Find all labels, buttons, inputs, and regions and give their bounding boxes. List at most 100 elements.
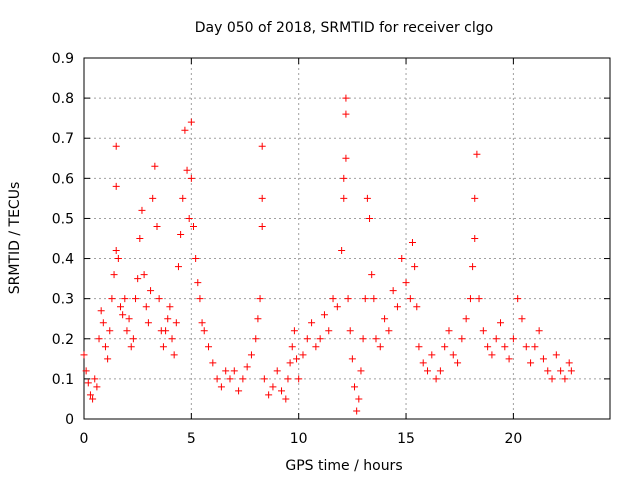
data-point (252, 335, 260, 343)
data-point (159, 343, 167, 351)
data-point (164, 315, 172, 323)
data-point (247, 351, 255, 359)
data-point (269, 383, 277, 391)
data-point (473, 150, 481, 158)
data-point (230, 367, 238, 375)
y-tick-label: 0.9 (52, 51, 74, 67)
data-point (342, 110, 350, 118)
data-point (256, 295, 264, 303)
data-point (567, 367, 575, 375)
data-point (514, 295, 522, 303)
data-point (351, 383, 359, 391)
data-point (522, 343, 530, 351)
data-point (149, 194, 157, 202)
data-point (398, 255, 406, 263)
data-point (361, 295, 369, 303)
data-point (385, 327, 393, 335)
data-point (454, 359, 462, 367)
data-point (198, 319, 206, 327)
x-axis-label: GPS time / hours (285, 458, 402, 474)
data-point (411, 263, 419, 271)
data-point (205, 343, 213, 351)
x-tick-label: 10 (290, 431, 308, 447)
y-tick-label: 0.7 (52, 131, 74, 147)
y-tick-label: 0.5 (52, 211, 74, 227)
data-point (168, 335, 176, 343)
data-point (147, 287, 155, 295)
data-point (226, 375, 234, 383)
data-point (458, 335, 466, 343)
data-point (93, 383, 101, 391)
data-point (106, 327, 114, 335)
data-point (366, 214, 374, 222)
data-point (185, 214, 193, 222)
data-point (134, 275, 142, 283)
data-point (177, 230, 185, 238)
plot-area-frame (83, 57, 611, 420)
data-point (108, 295, 116, 303)
data-point (80, 351, 88, 359)
y-tick-label: 0.1 (52, 372, 74, 388)
data-point (284, 375, 292, 383)
x-tick-label: 5 (187, 431, 196, 447)
data-point (320, 311, 328, 319)
data-point (415, 343, 423, 351)
data-point (101, 343, 109, 351)
data-point (518, 315, 526, 323)
data-point (112, 142, 120, 150)
data-point (471, 194, 479, 202)
data-point (413, 303, 421, 311)
data-point (376, 343, 384, 351)
data-point (213, 375, 221, 383)
data-point (129, 335, 137, 343)
data-point (239, 375, 247, 383)
y-axis-label: SRMTID / TECUs (7, 182, 23, 295)
data-point (97, 307, 105, 315)
data-point (200, 327, 208, 335)
data-point (312, 343, 320, 351)
data-point (258, 222, 266, 230)
data-point (408, 239, 416, 247)
data-point (116, 303, 124, 311)
data-point (254, 315, 262, 323)
data-point (288, 343, 296, 351)
data-point (144, 319, 152, 327)
y-tick-label: 0.8 (52, 91, 74, 107)
chart-title: Day 050 of 2018, SRMTID for receiver clg… (195, 20, 493, 36)
data-point (162, 327, 170, 335)
data-point (359, 335, 367, 343)
data-point (155, 295, 163, 303)
data-point (497, 319, 505, 327)
data-point (179, 194, 187, 202)
x-tick-label: 0 (80, 431, 89, 447)
data-point (492, 335, 500, 343)
data-point (112, 182, 120, 190)
data-point (290, 327, 298, 335)
data-point (527, 359, 535, 367)
data-point (222, 367, 230, 375)
y-tick-label: 0.6 (52, 171, 74, 187)
x-tick-label: 15 (397, 431, 415, 447)
data-point (484, 343, 492, 351)
data-point (462, 315, 470, 323)
data-point (125, 315, 133, 323)
data-point (346, 327, 354, 335)
data-point (419, 359, 427, 367)
data-point (363, 194, 371, 202)
data-point (424, 367, 432, 375)
grid (84, 58, 610, 419)
data-point (333, 303, 341, 311)
data-point (217, 383, 225, 391)
data-point (91, 375, 99, 383)
data-point (325, 327, 333, 335)
data-point (389, 287, 397, 295)
data-point (436, 367, 444, 375)
y-tick-label: 0.2 (52, 332, 74, 348)
data-point (441, 343, 449, 351)
data-point (114, 255, 122, 263)
data-point (265, 391, 273, 399)
data-point (393, 303, 401, 311)
data-point (475, 295, 483, 303)
data-point (95, 335, 103, 343)
data-point (561, 375, 569, 383)
